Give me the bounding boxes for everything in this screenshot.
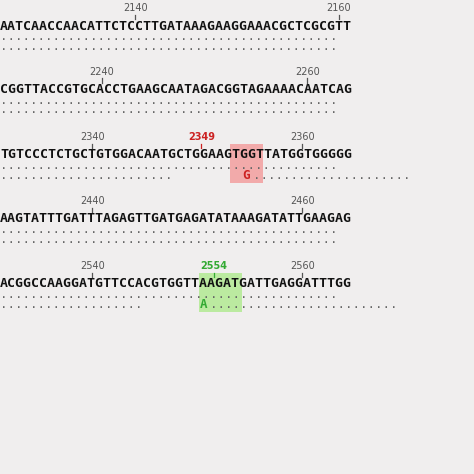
Text: .............................................: ........................................… — [0, 93, 337, 107]
Text: CGGTTACCGTGCACCTGAAGCAATAGACGGTAGAAAACAATCAG: CGGTTACCGTGCACCTGAAGCAATAGACGGTAGAAAACAA… — [0, 82, 352, 96]
Text: .....................: ..................... — [253, 169, 410, 182]
FancyBboxPatch shape — [199, 287, 242, 302]
Text: .............................................: ........................................… — [0, 103, 337, 116]
Text: 2140: 2140 — [123, 3, 147, 13]
Text: TGTCCCTCTGCTGTGGACAATGCTGGAAGTGGTTATGGTGGGGG: TGTCCCTCTGCTGTGGACAATGCTGGAAGTGGTTATGGTG… — [0, 148, 352, 161]
Text: 2460: 2460 — [290, 196, 315, 206]
Text: 2240: 2240 — [90, 67, 114, 77]
Text: .........................: ......................... — [210, 298, 398, 311]
Text: .............................................: ........................................… — [0, 288, 337, 301]
Text: ...................: ................... — [0, 298, 143, 311]
Text: 2560: 2560 — [290, 261, 315, 271]
Text: .............................................: ........................................… — [0, 30, 337, 44]
Text: A: A — [200, 298, 208, 311]
FancyBboxPatch shape — [230, 158, 263, 173]
Text: .............................................: ........................................… — [0, 223, 337, 237]
Text: 2540: 2540 — [80, 261, 105, 271]
Text: 2554: 2554 — [201, 261, 228, 271]
Text: AATCAACCAACATTCTCCTTGATAAAGAAGGAAACGCTCGCGTT: AATCAACCAACATTCTCCTTGATAAAGAAGGAAACGCTCG… — [0, 19, 352, 33]
FancyBboxPatch shape — [230, 168, 263, 183]
Text: ACGGCCAAGGATGTTCCACGTGGTTAAGATGATTGAGGATTTGG: ACGGCCAAGGATGTTCCACGTGGTTAAGATGATTGAGGAT… — [0, 277, 352, 290]
Text: AAGTATTTGATTTAGAGTTGATGAGATATAAAGATATTGAAGAG: AAGTATTTGATTTAGAGTTGATGAGATATAAAGATATTGA… — [0, 212, 352, 225]
Text: 2160: 2160 — [327, 3, 351, 13]
Text: G: G — [242, 169, 249, 182]
Text: 2360: 2360 — [290, 132, 315, 142]
Text: .......................: ....................... — [0, 169, 173, 182]
Text: .............................................: ........................................… — [0, 159, 337, 173]
FancyBboxPatch shape — [199, 297, 242, 312]
Text: 2349: 2349 — [188, 132, 215, 142]
Text: .............................................: ........................................… — [0, 233, 337, 246]
Text: 2260: 2260 — [295, 67, 319, 77]
FancyBboxPatch shape — [230, 144, 263, 164]
Text: .............................................: ........................................… — [0, 40, 337, 53]
Text: 2340: 2340 — [80, 132, 105, 142]
FancyBboxPatch shape — [199, 273, 242, 293]
Text: 2440: 2440 — [80, 196, 105, 206]
